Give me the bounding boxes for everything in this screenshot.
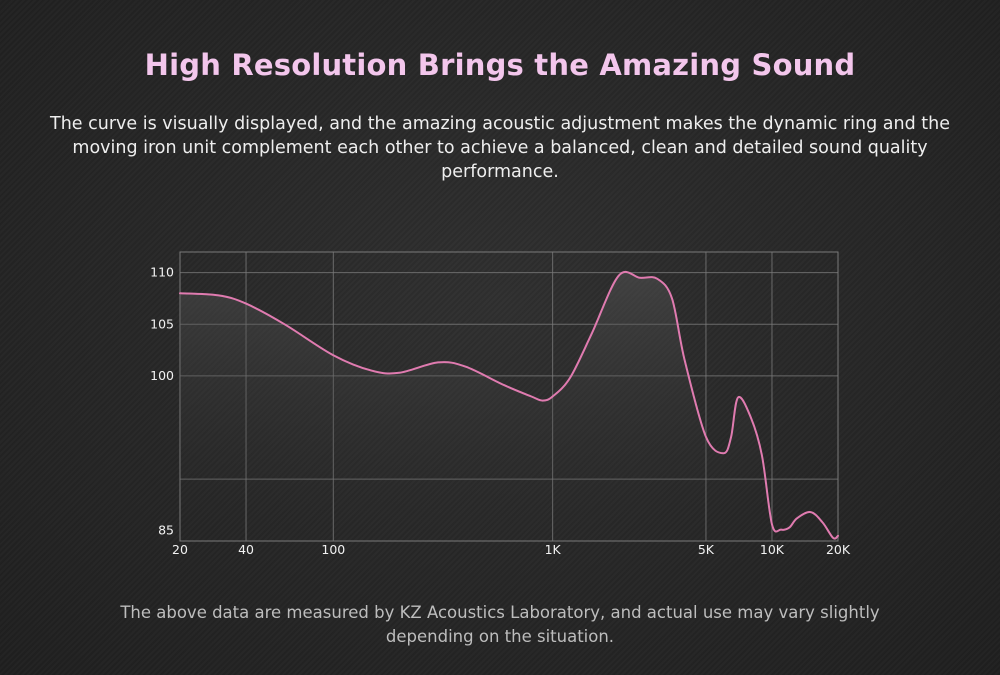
x-tick-label: 40 <box>238 542 254 557</box>
y-tick-label: 105 <box>150 316 174 331</box>
y-tick-label: 100 <box>150 368 174 383</box>
page-title: High Resolution Brings the Amazing Sound <box>144 48 856 82</box>
x-tick-label: 20K <box>826 542 851 557</box>
measurement-footnote: The above data are measured by KZ Acoust… <box>120 603 880 646</box>
frequency-response-line <box>179 270 839 540</box>
y-tick-label: 110 <box>150 265 174 280</box>
curve-line-group <box>179 270 839 540</box>
curve-area <box>180 271 838 541</box>
y-axis-ticks: 110 105 100 85 <box>150 265 174 538</box>
x-tick-label: 10K <box>760 542 785 557</box>
x-tick-label: 20 <box>172 542 188 557</box>
x-axis-ticks: 20 40 100 1K 5K 10K 20K <box>172 542 851 557</box>
x-tick-label: 1K <box>545 542 562 557</box>
y-tick-label: 85 <box>158 523 174 538</box>
page-description: The curve is visually displayed, and the… <box>50 114 950 182</box>
x-tick-label: 5K <box>698 542 715 557</box>
x-tick-label: 100 <box>321 542 345 557</box>
curve-fill <box>180 271 838 541</box>
